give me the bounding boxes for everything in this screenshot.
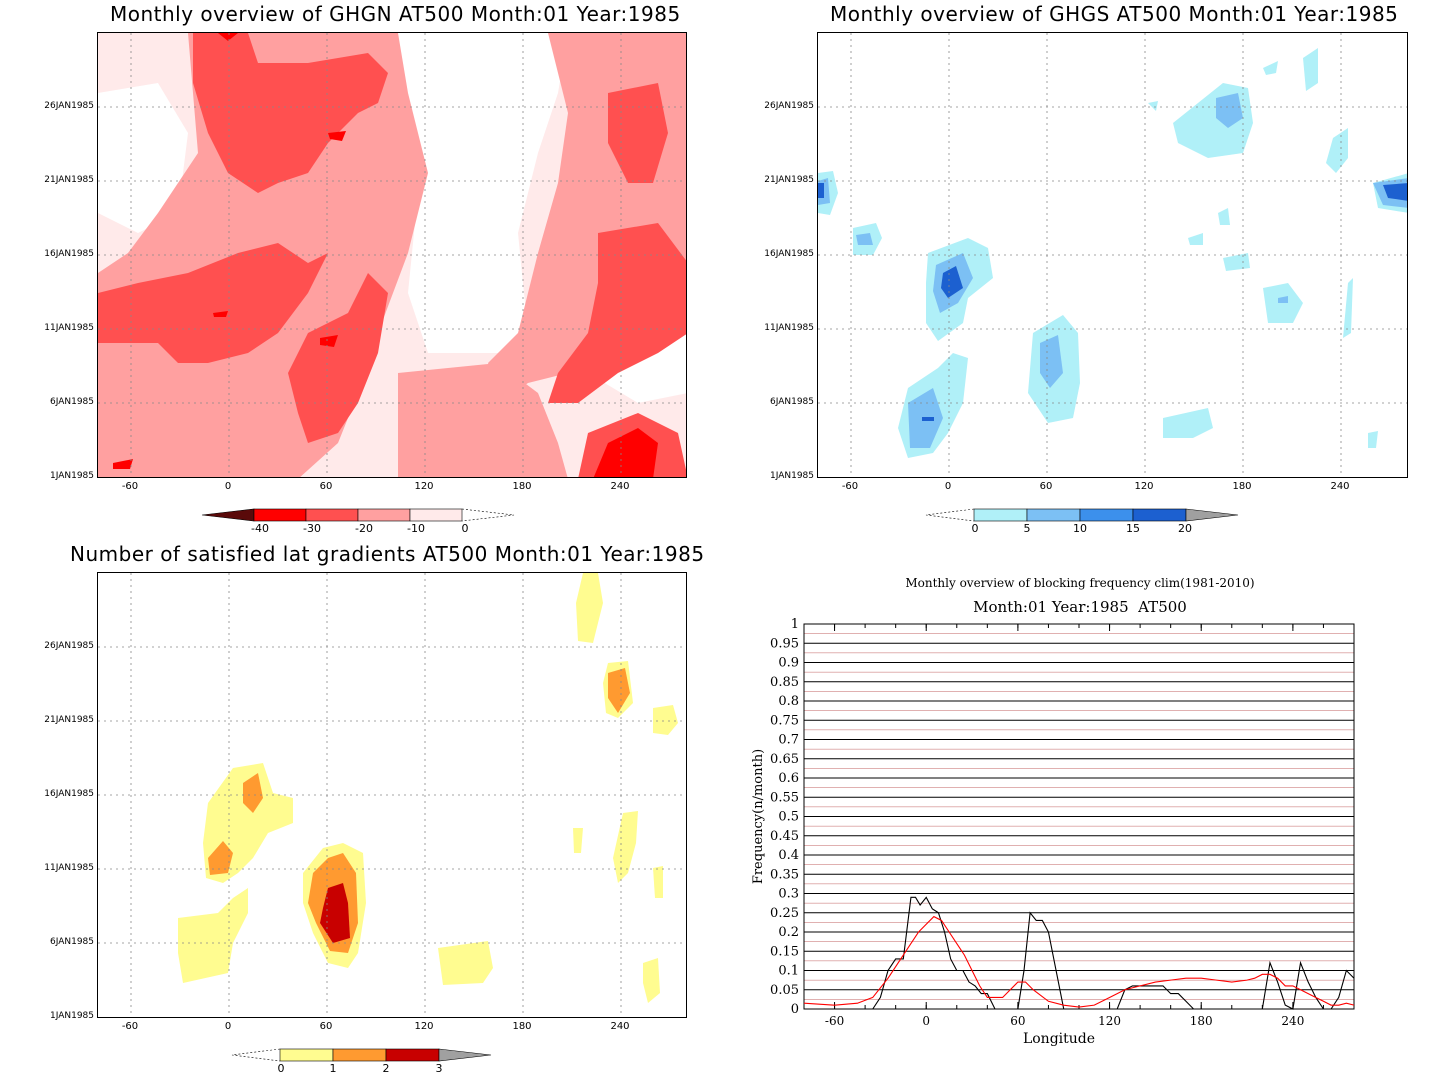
ghgs-xtick: 60 bbox=[1039, 481, 1053, 492]
ghgn-xtick: 0 bbox=[224, 481, 232, 492]
ghgn-xtick: 120 bbox=[414, 481, 434, 492]
ghgn-ytick: 16JAN1985 bbox=[44, 249, 94, 259]
y-tick-label: 1 bbox=[791, 617, 799, 632]
ghgn-plot-area bbox=[97, 32, 687, 478]
series-line-0 bbox=[804, 896, 1355, 1010]
y-axis-label: Frequency(n/month) bbox=[751, 749, 766, 884]
series-line-1 bbox=[803, 915, 1355, 1008]
y-tick-label: 0.35 bbox=[770, 867, 799, 882]
y-tick-label: 0.3 bbox=[778, 887, 799, 902]
ghgn-ytick: 6JAN1985 bbox=[49, 397, 94, 407]
y-tick-label: 0.5 bbox=[778, 810, 799, 825]
ghgn-ytick: 1JAN1985 bbox=[49, 471, 94, 481]
lat-colorbar-label: 1 bbox=[329, 1062, 337, 1075]
ghgn-contour-map bbox=[98, 33, 686, 477]
lat-ytick: 1JAN1985 bbox=[49, 1011, 94, 1021]
lat-contour-map bbox=[98, 573, 686, 1017]
ghgs-ytick: 1JAN1985 bbox=[769, 471, 814, 481]
ghgn-colorbar-label: -40 bbox=[251, 522, 269, 535]
y-tick-label: 0.45 bbox=[770, 829, 799, 844]
ghgn-colorbar-label: 0 bbox=[461, 522, 469, 535]
y-tick-label: 0.8 bbox=[778, 694, 799, 709]
blocking-frequency-line-chart: 0 0.05 0.1 0.15 0.2 0.25 0.3 0.35 0.4 0.45 0.5 0.55… bbox=[751, 617, 1355, 1047]
x-tick-label: 60 bbox=[1010, 1014, 1025, 1028]
y-tick-label: 0.65 bbox=[770, 752, 799, 767]
y-tick-label: 0.75 bbox=[770, 713, 799, 728]
y-tick-label: 0.05 bbox=[770, 983, 799, 998]
y-tick-label: 0.55 bbox=[770, 790, 799, 805]
ghgs-colorbar-label: 20 bbox=[1178, 522, 1192, 535]
lat-plot-area bbox=[97, 572, 687, 1018]
lat-xtick: -60 bbox=[121, 1021, 139, 1032]
ghgs-title: Monthly overview of GHGS AT500 Month:01 … bbox=[830, 2, 1399, 26]
lat-colorbar bbox=[231, 1048, 492, 1062]
y-tick-label: 0.25 bbox=[770, 906, 799, 921]
ghgs-ytick: 16JAN1985 bbox=[764, 249, 814, 259]
ghgs-ytick: 21JAN1985 bbox=[764, 175, 814, 185]
ghgn-colorbar-label: -30 bbox=[303, 522, 321, 535]
lat-ytick: 11JAN1985 bbox=[44, 863, 94, 873]
ghgs-colorbar bbox=[925, 508, 1239, 522]
ghgn-ytick: 26JAN1985 bbox=[44, 101, 94, 111]
x-axis-label: Longitude bbox=[1023, 1031, 1095, 1047]
lat-xtick: 60 bbox=[319, 1021, 333, 1032]
ghgs-ytick: 11JAN1985 bbox=[764, 323, 814, 333]
lat-ytick: 16JAN1985 bbox=[44, 789, 94, 799]
y-tick-label: 0.9 bbox=[778, 656, 799, 671]
y-tick-label: 0.95 bbox=[770, 636, 799, 651]
lat-xtick: 240 bbox=[610, 1021, 630, 1032]
x-tick-label: 240 bbox=[1281, 1014, 1304, 1028]
ghgn-xtick: -60 bbox=[121, 481, 139, 492]
x-tick-label: 180 bbox=[1190, 1014, 1213, 1028]
y-tick-label: 0.7 bbox=[778, 733, 799, 748]
line-chart-subtitle: Month:01 Year:1985 AT500 bbox=[973, 598, 1187, 616]
lat-colorbar-label: 0 bbox=[277, 1062, 285, 1075]
y-tick-label: 0.85 bbox=[770, 675, 799, 690]
x-tick-label: 120 bbox=[1098, 1014, 1121, 1028]
lat-xtick: 180 bbox=[512, 1021, 532, 1032]
lat-ytick: 6JAN1985 bbox=[49, 937, 94, 947]
ghgn-colorbar-label: -10 bbox=[407, 522, 425, 535]
lat-ytick: 26JAN1985 bbox=[44, 641, 94, 651]
ghgs-xtick: 180 bbox=[1232, 481, 1252, 492]
lat-xtick: 120 bbox=[414, 1021, 434, 1032]
ghgs-xtick: 240 bbox=[1330, 481, 1350, 492]
ghgs-contour-map bbox=[818, 33, 1407, 477]
lat-title: Number of satisfied lat gradients AT500 … bbox=[70, 542, 705, 566]
lat-colorbar-label: 3 bbox=[435, 1062, 443, 1075]
ghgn-title: Monthly overview of GHGN AT500 Month:01 … bbox=[110, 2, 681, 26]
line-chart-title: Monthly overview of blocking frequency c… bbox=[905, 576, 1255, 590]
ghgn-ytick: 21JAN1985 bbox=[44, 175, 94, 185]
ghgs-ytick: 6JAN1985 bbox=[769, 397, 814, 407]
y-tick-label: 0.1 bbox=[778, 964, 799, 979]
y-tick-label: 0 bbox=[791, 1002, 799, 1017]
ghgs-colorbar-label: 10 bbox=[1073, 522, 1087, 535]
y-tick-label: 0.2 bbox=[778, 925, 799, 940]
y-tick-label: 0.4 bbox=[778, 848, 799, 863]
lat-ytick: 21JAN1985 bbox=[44, 715, 94, 725]
ghgn-colorbar-label: -20 bbox=[355, 522, 373, 535]
ghgs-xtick: 120 bbox=[1134, 481, 1154, 492]
y-tick-label: 0.6 bbox=[778, 771, 799, 786]
ghgn-colorbar bbox=[201, 508, 515, 522]
ghgs-colorbar-label: 5 bbox=[1023, 522, 1031, 535]
ghgs-xtick: -60 bbox=[841, 481, 859, 492]
x-tick-label: 0 bbox=[922, 1014, 930, 1028]
ghgs-colorbar-label: 15 bbox=[1126, 522, 1140, 535]
ghgn-ytick: 11JAN1985 bbox=[44, 323, 94, 333]
ghgs-colorbar-label: 0 bbox=[971, 522, 979, 535]
x-tick-label: -60 bbox=[825, 1014, 844, 1028]
lat-xtick: 0 bbox=[224, 1021, 232, 1032]
ghgn-xtick: 60 bbox=[319, 481, 333, 492]
ghgs-plot-area bbox=[817, 32, 1408, 478]
ghgn-xtick: 240 bbox=[610, 481, 630, 492]
y-tick-label: 0.15 bbox=[770, 944, 799, 959]
lat-colorbar-label: 2 bbox=[382, 1062, 390, 1075]
ghgs-ytick: 26JAN1985 bbox=[764, 101, 814, 111]
ghgn-xtick: 180 bbox=[512, 481, 532, 492]
ghgs-xtick: 0 bbox=[944, 481, 952, 492]
